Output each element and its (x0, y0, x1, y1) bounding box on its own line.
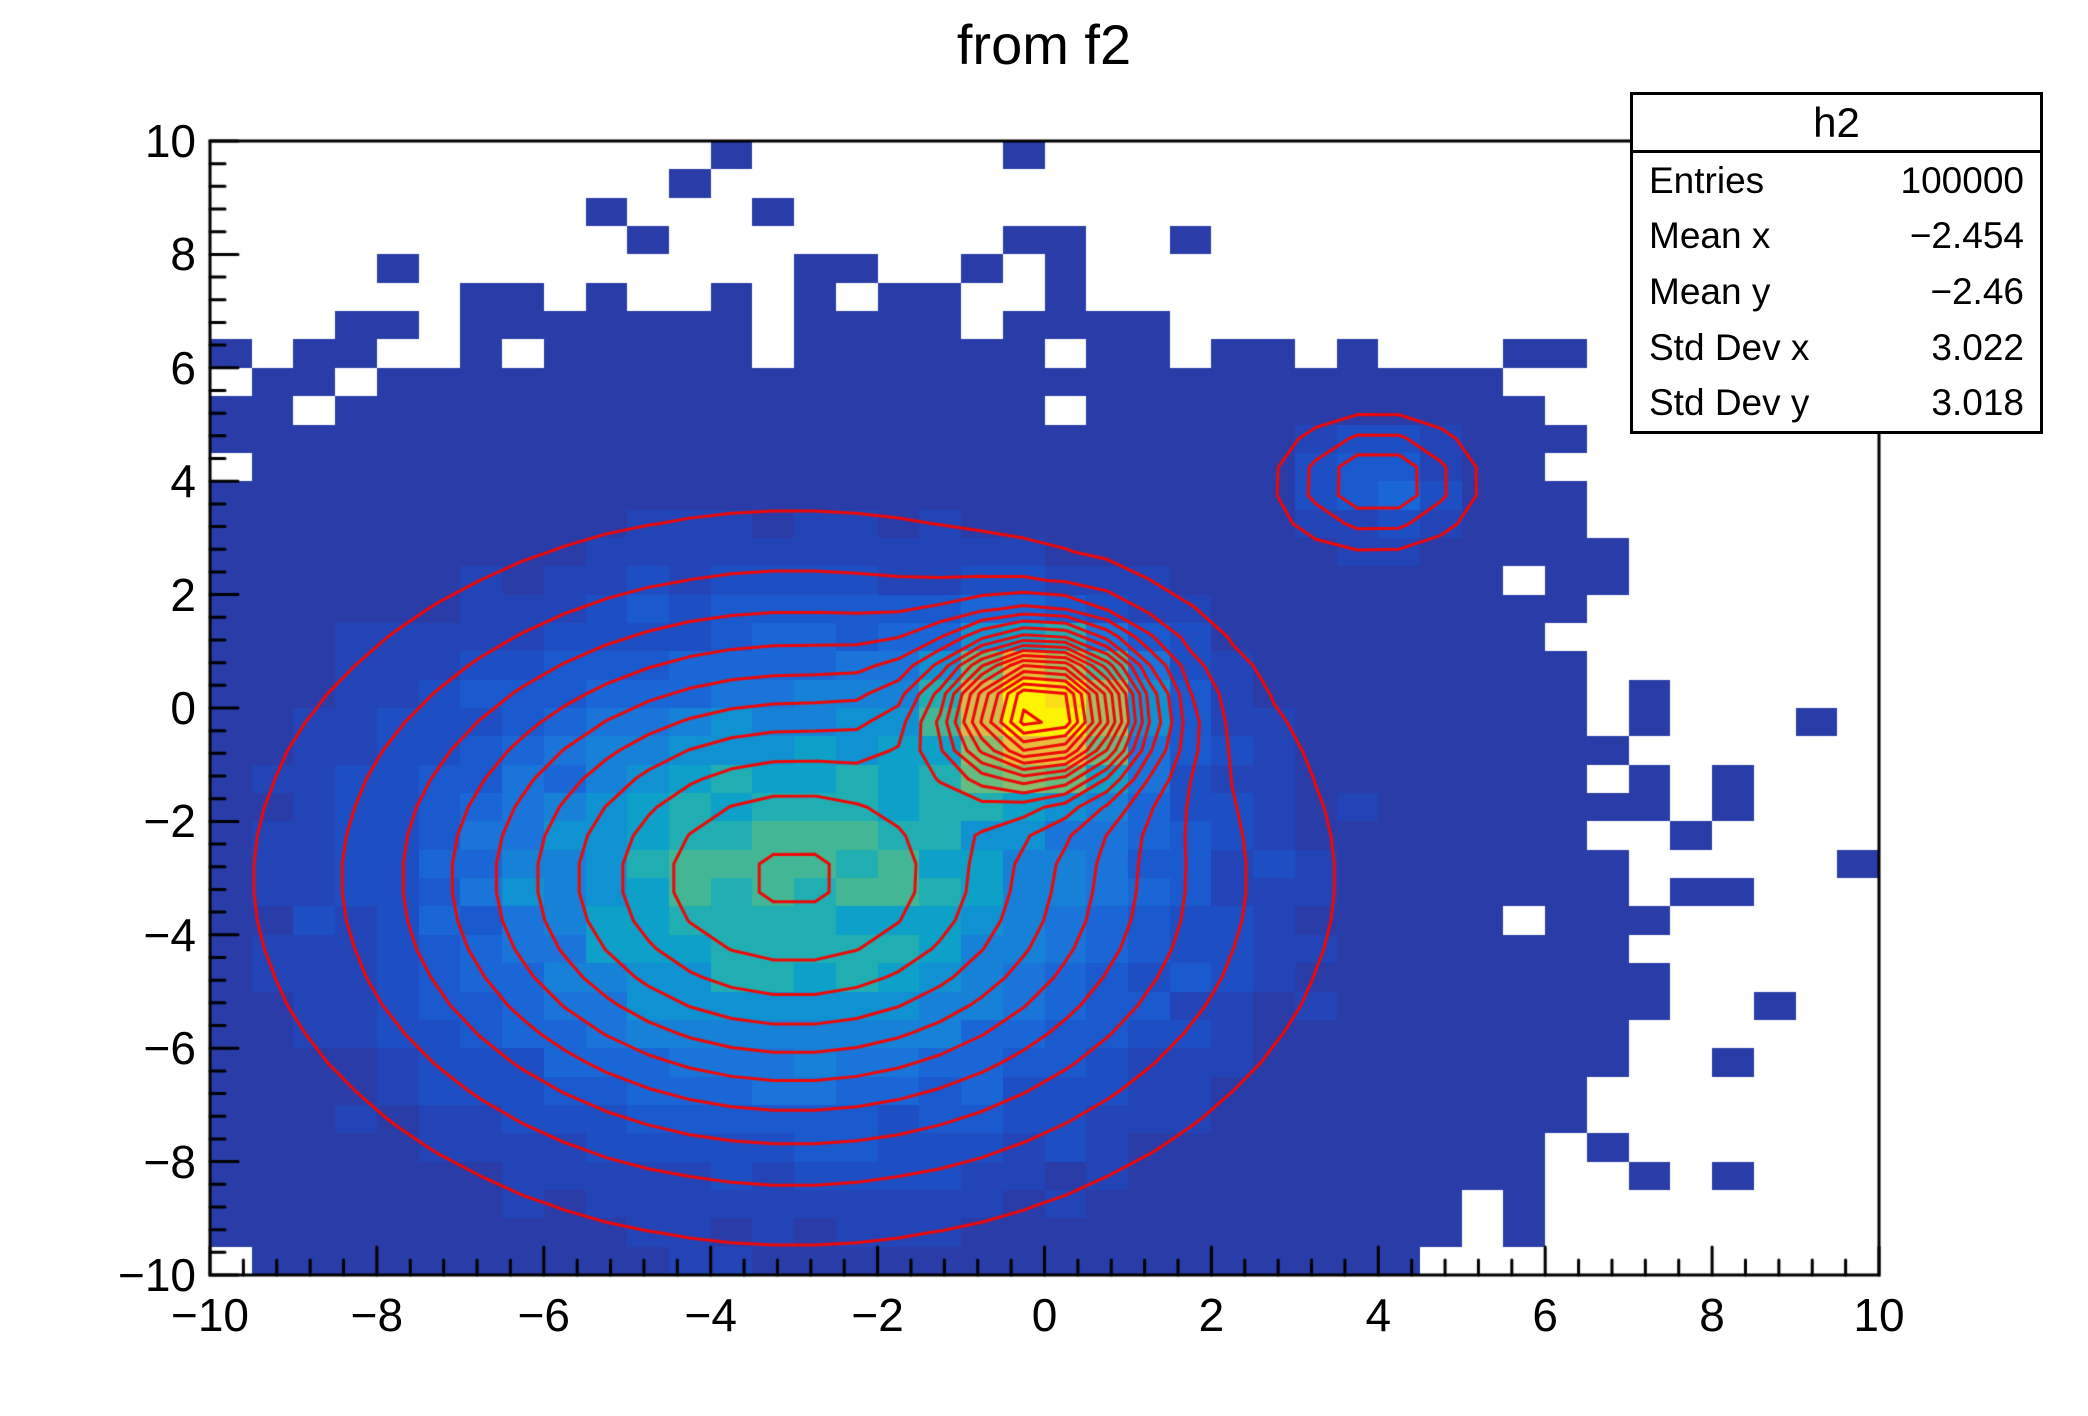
x-tick-label: −6 (517, 1289, 571, 1341)
stats-row-mean-x: Mean x −2.454 (1633, 209, 2040, 265)
x-tick-label: 8 (1699, 1289, 1725, 1341)
y-tick-label: 2 (170, 568, 196, 621)
stat-value: −2.46 (1930, 270, 2024, 312)
x-tick-label: 10 (1853, 1289, 1905, 1341)
stat-value: 3.018 (1931, 382, 2024, 424)
y-tick-label: 0 (170, 682, 196, 734)
x-tick-label: 4 (1365, 1289, 1392, 1341)
x-tick-label: 0 (1031, 1289, 1058, 1341)
y-tick-label: −6 (143, 1022, 196, 1075)
stat-label: Std Dev y (1649, 382, 1810, 424)
y-tick-label: −2 (143, 795, 196, 848)
x-tick-label: −10 (170, 1289, 250, 1341)
y-tick-label: −8 (143, 1135, 196, 1188)
x-tick-label: 2 (1198, 1289, 1225, 1341)
stat-label: Mean y (1649, 270, 1771, 312)
stat-value: −2.454 (1909, 215, 2024, 257)
x-tick-label: −8 (350, 1289, 404, 1341)
stat-value: 3.022 (1931, 326, 2024, 368)
stat-label: Std Dev x (1649, 326, 1810, 368)
stat-label: Entries (1649, 159, 1765, 201)
stats-row-mean-y: Mean y −2.46 (1633, 264, 2040, 320)
stats-title: h2 (1633, 95, 2040, 153)
y-tick-label: 8 (170, 228, 196, 281)
stats-rows: Entries 100000 Mean x −2.454 Mean y −2.4… (1633, 153, 2040, 431)
y-tick-label: 10 (144, 115, 196, 167)
y-tick-label: 4 (170, 455, 196, 508)
x-tick-label: 6 (1532, 1289, 1558, 1341)
stats-row-std-dev-y: Std Dev y 3.018 (1633, 375, 2040, 431)
stats-box: h2 Entries 100000 Mean x −2.454 Mean y −… (1630, 92, 2043, 434)
plot-title: from f2 (956, 13, 1132, 76)
stat-label: Mean x (1649, 215, 1771, 257)
y-tick-label: 6 (170, 341, 196, 394)
x-tick-label: −4 (684, 1289, 737, 1341)
stats-row-entries: Entries 100000 (1633, 153, 2040, 209)
stats-row-std-dev-x: Std Dev x 3.022 (1633, 320, 2040, 376)
stat-value: 100000 (1900, 159, 2024, 201)
y-tick-label: −4 (143, 908, 196, 961)
y-tick-label: −10 (117, 1249, 196, 1301)
x-tick-label: −2 (851, 1289, 904, 1341)
